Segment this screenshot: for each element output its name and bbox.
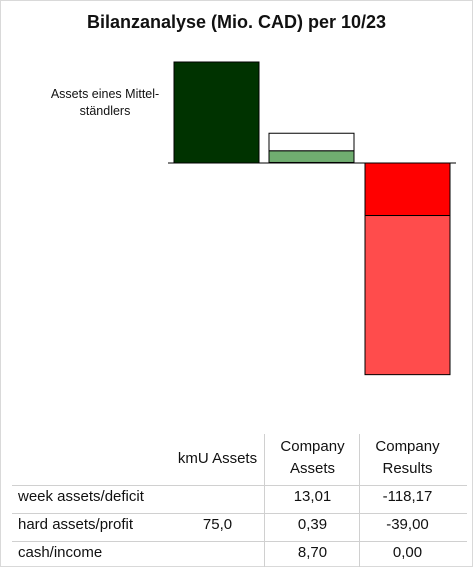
table-header-company-assets: Company Assets [265,436,360,480]
table-header-kmu: kmU Assets [177,450,258,467]
table-header-line: Company [375,438,440,455]
table-divider [359,434,360,567]
table-divider [12,485,467,486]
table-header-line: Assets [289,460,335,477]
table-header-line: Company [280,438,345,455]
table-cell: 75,0 [202,516,233,533]
table-header-company-results: Company Results [360,436,455,480]
table-cell: 0,00 [392,544,423,561]
data-table: kmU Assets Company Assets Company Result… [0,432,473,567]
bar-segment [268,150,355,163]
table-cell: 13,01 [293,488,332,505]
table-cell: -118,17 [382,488,433,505]
bar-segment [268,132,355,152]
table-row-label: week assets/deficit [18,488,144,505]
table-divider [264,434,265,567]
table-cell: -39,00 [386,516,429,533]
table-divider [12,513,467,514]
chart-annotation: Assets eines Mittel-ständlers [50,87,160,118]
table-cell: 8,70 [297,544,328,561]
bar-segment [173,61,260,164]
chart-plot [168,61,456,376]
bar-segment [364,162,451,217]
table-divider [12,541,467,542]
table-header-line: Results [382,460,433,477]
chart-title: Bilanzanalyse (Mio. CAD) per 10/23 [86,12,387,32]
table-row-label: cash/income [18,544,103,561]
table-row-label: hard assets/profit [18,516,134,533]
bar-segment [364,215,451,376]
table-cell: 0,39 [297,516,328,533]
